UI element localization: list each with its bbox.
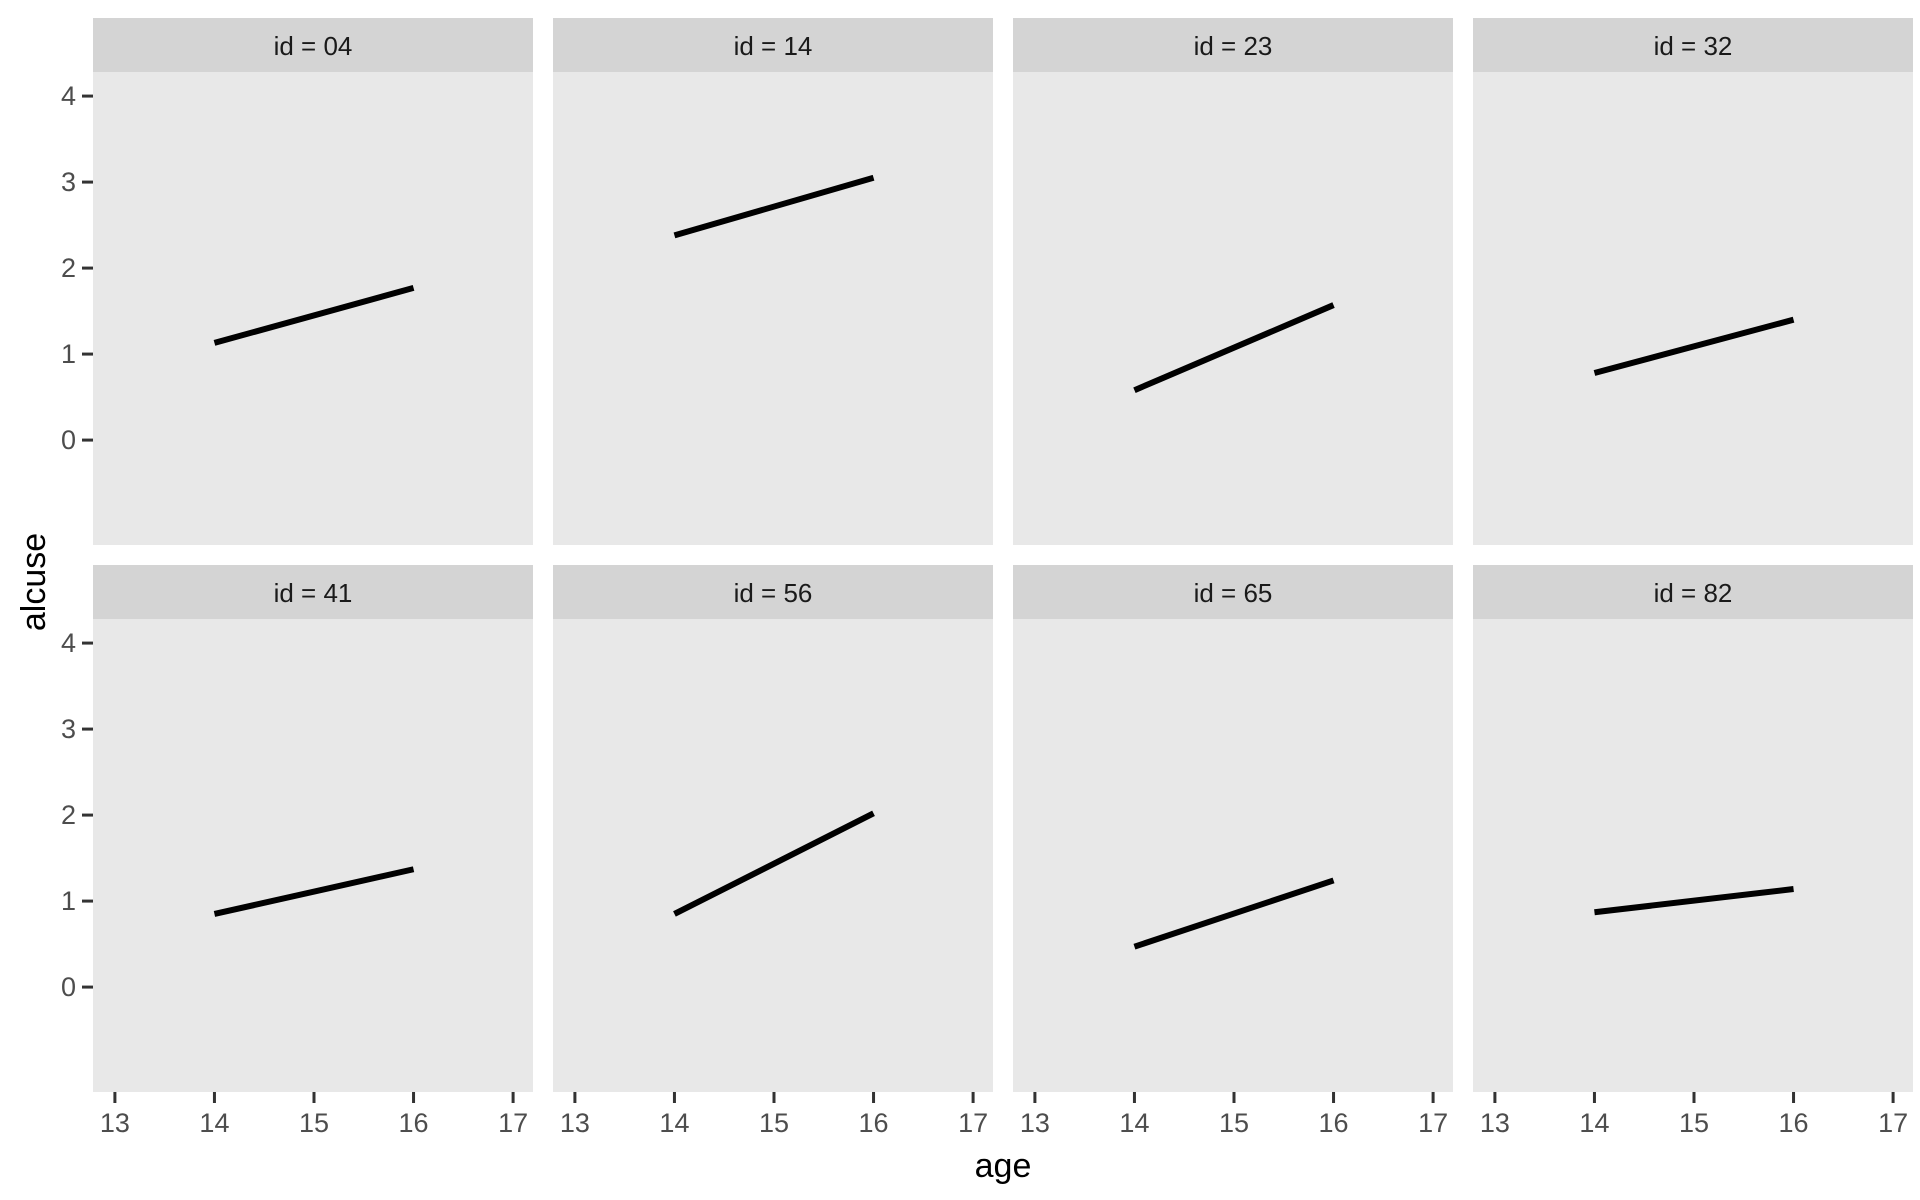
y-tick-label: 2 [61, 253, 76, 283]
facet-strip-label: id = 82 [1654, 578, 1733, 608]
facet-strip-label: id = 04 [274, 31, 353, 61]
x-tick-label: 14 [199, 1108, 229, 1138]
y-tick-label: 1 [61, 886, 76, 916]
facet-strip-label: id = 56 [734, 578, 813, 608]
x-tick-label: 13 [560, 1108, 590, 1138]
x-tick-label: 16 [1319, 1108, 1349, 1138]
x-tick-label: 15 [1219, 1108, 1249, 1138]
x-tick-label: 15 [1679, 1108, 1709, 1138]
x-tick-label: 14 [1119, 1108, 1149, 1138]
facet-panel [1473, 72, 1913, 545]
facet-panel [1013, 72, 1453, 545]
y-tick-label: 1 [61, 339, 76, 369]
y-tick-label: 4 [61, 628, 76, 658]
x-tick-label: 15 [759, 1108, 789, 1138]
y-tick-label: 0 [61, 972, 76, 1002]
y-tick-label: 3 [61, 714, 76, 744]
x-tick-label: 14 [1579, 1108, 1609, 1138]
x-tick-label: 17 [498, 1108, 528, 1138]
y-axis-title: alcuse [15, 533, 53, 631]
facet-panel [1473, 619, 1913, 1092]
trend-line [213, 866, 415, 917]
trend-line [673, 174, 875, 239]
x-tick-label: 16 [859, 1108, 889, 1138]
x-tick-label: 14 [659, 1108, 689, 1138]
x-tick-label: 16 [1779, 1108, 1809, 1138]
facet-strip-label: id = 41 [274, 578, 353, 608]
facet-panel [93, 72, 533, 545]
facet-strip-label: id = 32 [1654, 31, 1733, 61]
trend-line [1133, 877, 1335, 950]
facet-strip [1013, 18, 1453, 72]
y-tick-label: 3 [61, 167, 76, 197]
facet-strip [93, 18, 533, 72]
facet-strip [1013, 565, 1453, 619]
y-tick-label: 0 [61, 425, 76, 455]
x-tick-label: 13 [1480, 1108, 1510, 1138]
trend-line [673, 810, 875, 917]
facet-strip-label: id = 65 [1194, 578, 1273, 608]
x-axis-title: age [975, 1147, 1032, 1185]
trend-line [1593, 316, 1795, 376]
facet-panel [553, 72, 993, 545]
x-tick-label: 13 [1020, 1108, 1050, 1138]
facet-strip [1473, 18, 1913, 72]
facet-strip [553, 565, 993, 619]
trend-line [213, 284, 415, 346]
trend-line [1594, 886, 1794, 916]
facet-strip [93, 565, 533, 619]
x-tick-label: 17 [958, 1108, 988, 1138]
y-tick-label: 2 [61, 800, 76, 830]
facet-strip-label: id = 14 [734, 31, 813, 61]
x-tick-label: 16 [399, 1108, 429, 1138]
y-tick-label: 4 [61, 81, 76, 111]
x-tick-label: 15 [299, 1108, 329, 1138]
x-tick-label: 17 [1418, 1108, 1448, 1138]
facet-strip-label: id = 23 [1194, 31, 1273, 61]
facet-panel [553, 619, 993, 1092]
x-tick-label: 13 [100, 1108, 130, 1138]
facet-strip [553, 18, 993, 72]
facet-strip [1473, 565, 1913, 619]
facet-panel [93, 619, 533, 1092]
x-tick-label: 17 [1878, 1108, 1908, 1138]
facet-panel [1013, 619, 1453, 1092]
trend-line [1133, 302, 1335, 393]
